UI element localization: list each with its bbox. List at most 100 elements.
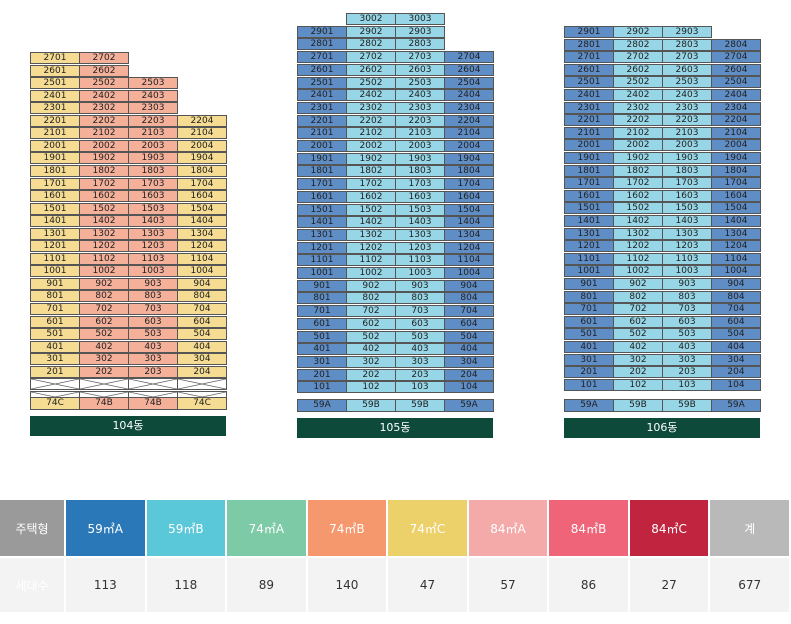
unit-cell[interactable]: 2301 xyxy=(564,101,614,114)
unit-cell[interactable]: 101 xyxy=(564,378,614,391)
unit-cell[interactable]: 2802 xyxy=(346,38,396,51)
unit-cell[interactable]: 2201 xyxy=(297,114,347,127)
unit-cell[interactable]: 1104 xyxy=(177,252,227,265)
unit-cell[interactable]: 2002 xyxy=(613,139,663,152)
unit-cell[interactable]: 1502 xyxy=(613,202,663,215)
unit-cell[interactable]: 1401 xyxy=(297,216,347,229)
unit-cell[interactable]: 1503 xyxy=(662,202,712,215)
unit-cell[interactable]: 1001 xyxy=(30,265,80,278)
unit-cell[interactable]: 2503 xyxy=(128,77,178,90)
unit-cell[interactable]: 202 xyxy=(346,368,396,381)
unit-cell[interactable]: 1102 xyxy=(346,254,396,267)
unit-cell[interactable]: 1301 xyxy=(564,227,614,240)
unit-cell[interactable]: 2704 xyxy=(444,51,494,64)
unit-cell[interactable]: 202 xyxy=(79,365,129,378)
unit-cell[interactable]: 1304 xyxy=(177,227,227,240)
unit-cell[interactable]: 2803 xyxy=(395,38,445,51)
unit-cell[interactable]: 1601 xyxy=(30,190,80,203)
unit-cell[interactable]: 2604 xyxy=(711,63,761,76)
unit-cell[interactable]: 303 xyxy=(128,353,178,366)
unit-cell[interactable]: 402 xyxy=(79,340,129,353)
unit-cell[interactable]: 2101 xyxy=(30,127,80,140)
unit-cell[interactable]: 1802 xyxy=(613,164,663,177)
unit-cell[interactable]: 302 xyxy=(79,353,129,366)
unit-cell[interactable]: 1801 xyxy=(564,164,614,177)
unit-cell[interactable]: 1804 xyxy=(711,164,761,177)
unit-cell[interactable]: 1503 xyxy=(128,202,178,215)
unit-cell[interactable]: 1303 xyxy=(128,227,178,240)
unit-cell[interactable]: 1404 xyxy=(711,215,761,227)
unit-cell[interactable]: 901 xyxy=(297,279,347,292)
unit-cell[interactable]: 2601 xyxy=(564,63,614,76)
unit-cell[interactable]: 503 xyxy=(128,328,178,341)
unit-cell[interactable]: 1901 xyxy=(564,152,614,164)
unit-cell[interactable]: 2402 xyxy=(346,89,396,102)
unit-cell[interactable]: 1203 xyxy=(662,240,712,253)
unit-cell[interactable]: 1203 xyxy=(128,240,178,253)
unit-cell[interactable]: 1902 xyxy=(79,152,129,165)
unit-cell[interactable]: 703 xyxy=(395,305,445,318)
unit-cell[interactable]: 2402 xyxy=(613,89,663,101)
unit-cell[interactable]: 1204 xyxy=(711,240,761,253)
unit-cell[interactable]: 801 xyxy=(30,290,80,303)
unit-cell[interactable]: 2603 xyxy=(662,63,712,76)
unit-cell[interactable]: 1702 xyxy=(613,177,663,190)
unit-cell[interactable]: 801 xyxy=(564,290,614,303)
unit-cell[interactable]: 302 xyxy=(613,353,663,366)
unit-cell[interactable]: 2301 xyxy=(297,101,347,114)
unit-cell[interactable]: 303 xyxy=(662,353,712,366)
unit-cell[interactable]: 1703 xyxy=(395,178,445,191)
unit-cell[interactable]: 1003 xyxy=(662,265,712,278)
unit-cell[interactable]: 1102 xyxy=(613,252,663,265)
unit-cell[interactable]: 203 xyxy=(128,365,178,378)
unit-cell[interactable]: 601 xyxy=(30,315,80,328)
unit-cell[interactable]: 1302 xyxy=(79,227,129,240)
unit-cell[interactable]: 1301 xyxy=(30,227,80,240)
unit-cell[interactable]: 2203 xyxy=(662,114,712,127)
unit-cell[interactable]: 2203 xyxy=(128,114,178,127)
unit-cell[interactable]: 2104 xyxy=(444,127,494,140)
unit-cell[interactable]: 2302 xyxy=(79,102,129,115)
unit-cell[interactable]: 2304 xyxy=(711,101,761,114)
unit-cell[interactable]: 2903 xyxy=(395,25,445,38)
unit-cell[interactable]: 1001 xyxy=(297,267,347,279)
unit-cell[interactable]: 804 xyxy=(444,292,494,305)
unit-cell[interactable]: 203 xyxy=(395,368,445,381)
unit-cell[interactable]: 502 xyxy=(613,328,663,341)
unit-cell[interactable]: 504 xyxy=(711,328,761,341)
unit-cell[interactable]: 2501 xyxy=(30,77,80,90)
unit-cell[interactable]: 2501 xyxy=(297,76,347,89)
unit-cell[interactable]: 2002 xyxy=(346,140,396,152)
unit-cell[interactable]: 902 xyxy=(346,279,396,292)
unit-cell[interactable]: 1204 xyxy=(177,240,227,253)
unit-cell[interactable]: 2204 xyxy=(444,114,494,127)
unit-cell[interactable]: 1503 xyxy=(395,203,445,216)
unit-cell[interactable]: 502 xyxy=(79,328,129,341)
unit-cell[interactable]: 1104 xyxy=(711,252,761,265)
unit-cell[interactable]: 1101 xyxy=(297,254,347,267)
unit-cell[interactable]: 2601 xyxy=(30,64,80,77)
unit-cell[interactable]: 401 xyxy=(564,341,614,353)
unit-cell[interactable]: 601 xyxy=(564,315,614,328)
unit-cell[interactable]: 604 xyxy=(444,317,494,330)
unit-cell[interactable]: 2901 xyxy=(564,26,614,38)
unit-cell[interactable]: 2003 xyxy=(395,140,445,152)
unit-cell[interactable]: 1501 xyxy=(30,202,80,215)
unit-cell[interactable]: 2301 xyxy=(30,102,80,115)
unit-cell[interactable]: 801 xyxy=(297,292,347,305)
unit-cell[interactable]: 703 xyxy=(128,303,178,315)
unit-cell[interactable]: 2503 xyxy=(662,76,712,89)
unit-cell[interactable]: 2801 xyxy=(297,38,347,51)
unit-cell[interactable]: 2401 xyxy=(564,89,614,101)
unit-cell[interactable]: 1003 xyxy=(128,265,178,278)
unit-cell[interactable]: 1602 xyxy=(613,189,663,202)
unit-cell[interactable]: 1004 xyxy=(711,265,761,278)
unit-cell[interactable]: 402 xyxy=(346,343,396,356)
unit-cell[interactable]: 1004 xyxy=(177,265,227,278)
unit-cell[interactable]: 2202 xyxy=(613,114,663,127)
unit-cell[interactable]: 904 xyxy=(711,278,761,290)
unit-cell[interactable]: 304 xyxy=(444,355,494,368)
unit-cell[interactable]: 1804 xyxy=(444,165,494,178)
unit-cell[interactable]: 2502 xyxy=(79,77,129,90)
unit-cell[interactable]: 103 xyxy=(395,381,445,394)
